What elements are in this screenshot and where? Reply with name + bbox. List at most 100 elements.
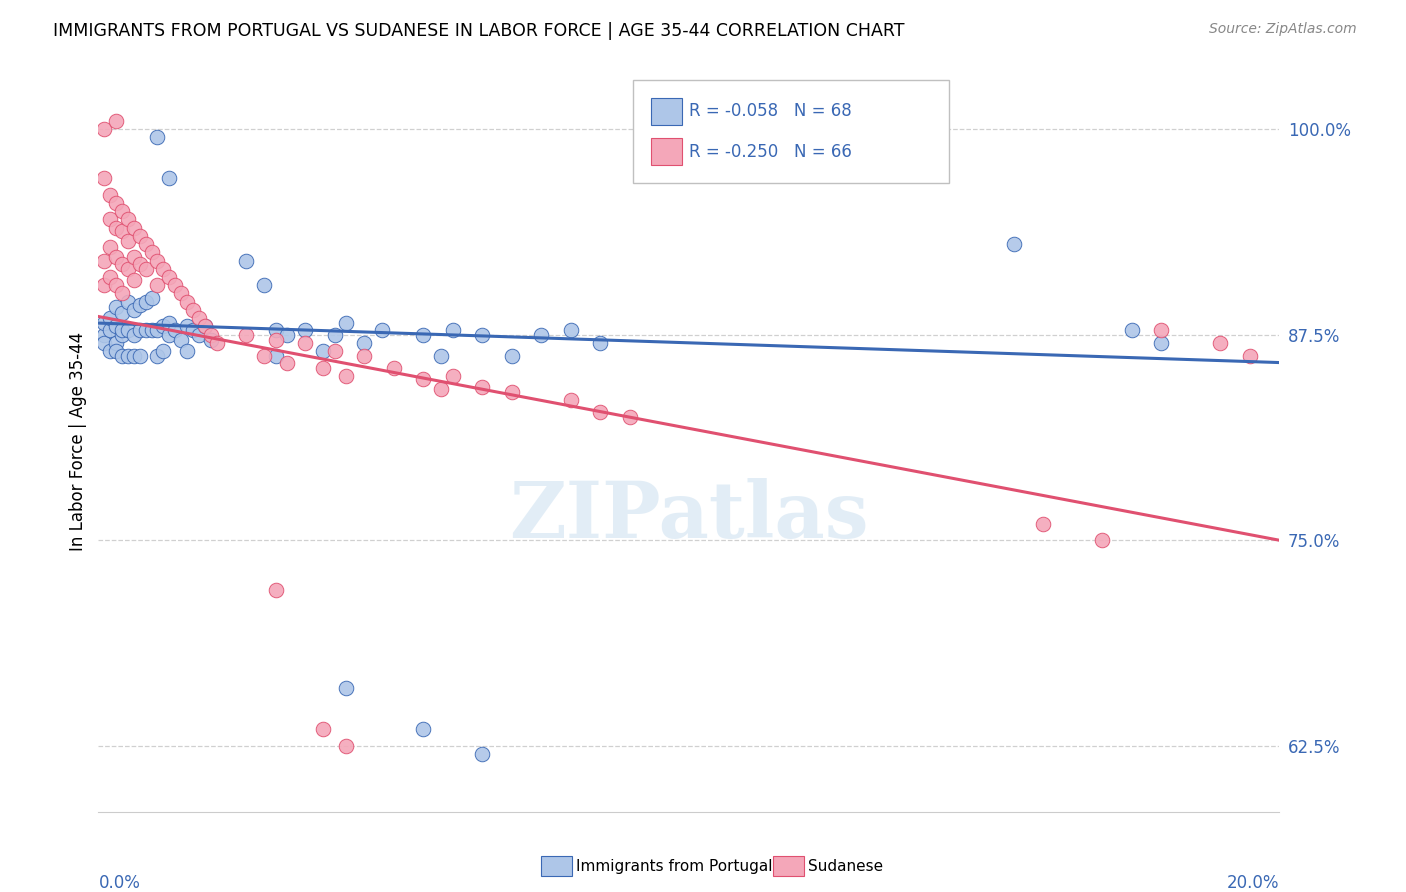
Point xyxy=(93,253,115,268)
Point xyxy=(146,253,169,268)
Point xyxy=(335,368,357,383)
Point xyxy=(312,360,335,375)
Point xyxy=(382,360,405,375)
Text: Immigrants from Portugal: Immigrants from Portugal xyxy=(576,859,773,873)
Point xyxy=(98,323,121,337)
Point xyxy=(152,344,174,359)
Text: R = -0.058   N = 68: R = -0.058 N = 68 xyxy=(689,103,852,120)
Point xyxy=(105,344,128,359)
Point xyxy=(276,327,298,342)
Point xyxy=(146,130,169,145)
Point xyxy=(501,349,523,363)
Point xyxy=(430,349,453,363)
Point xyxy=(589,405,612,419)
Point xyxy=(353,335,375,350)
Text: IMMIGRANTS FROM PORTUGAL VS SUDANESE IN LABOR FORCE | AGE 35-44 CORRELATION CHAR: IMMIGRANTS FROM PORTUGAL VS SUDANESE IN … xyxy=(53,22,905,40)
Point xyxy=(312,344,335,359)
Point xyxy=(165,278,187,293)
Point xyxy=(111,257,134,271)
Point xyxy=(560,323,582,337)
Point xyxy=(135,261,157,276)
Point xyxy=(141,292,163,306)
Point xyxy=(353,349,375,363)
Point xyxy=(105,220,128,235)
Point xyxy=(323,327,346,342)
Point xyxy=(264,323,287,337)
Point xyxy=(441,323,464,337)
Point xyxy=(98,270,121,285)
Point xyxy=(128,228,150,243)
Point xyxy=(105,278,128,293)
Point xyxy=(105,250,128,264)
Point xyxy=(93,122,115,136)
Point xyxy=(501,385,523,400)
Point xyxy=(619,409,641,424)
Point xyxy=(176,294,198,309)
Point xyxy=(141,323,163,337)
Point xyxy=(430,382,453,396)
Point xyxy=(323,344,346,359)
Point xyxy=(264,349,287,363)
Point xyxy=(111,349,134,363)
Point xyxy=(135,237,157,252)
Text: R = -0.250   N = 66: R = -0.250 N = 66 xyxy=(689,143,852,161)
Point xyxy=(117,261,139,276)
Point xyxy=(93,171,115,186)
Point xyxy=(128,323,150,337)
Point xyxy=(1150,323,1173,337)
Point xyxy=(187,311,209,326)
Point xyxy=(276,355,298,369)
Point xyxy=(111,204,134,219)
Point xyxy=(117,234,139,248)
Point xyxy=(1121,323,1143,337)
Point xyxy=(146,323,169,337)
Point xyxy=(135,294,157,309)
Point xyxy=(253,278,276,293)
Point xyxy=(1150,335,1173,350)
Point xyxy=(111,224,134,238)
Point xyxy=(93,335,115,350)
Point xyxy=(253,349,276,363)
Point xyxy=(471,327,494,342)
Text: 20.0%: 20.0% xyxy=(1227,874,1279,892)
Point xyxy=(181,302,204,317)
Point xyxy=(122,327,145,342)
Point xyxy=(122,302,145,317)
Point xyxy=(122,273,145,287)
Point xyxy=(111,286,134,301)
Point xyxy=(98,212,121,227)
Point xyxy=(165,323,187,337)
Point xyxy=(264,582,287,597)
Point xyxy=(530,327,553,342)
Point xyxy=(105,335,128,350)
Point xyxy=(170,333,193,347)
Point xyxy=(335,316,357,330)
Point xyxy=(412,723,434,737)
Point xyxy=(1091,533,1114,548)
Point xyxy=(371,323,394,337)
Text: 0.0%: 0.0% xyxy=(98,874,141,892)
Point xyxy=(335,739,357,753)
Point xyxy=(1239,349,1261,363)
Point xyxy=(117,294,139,309)
Point xyxy=(128,349,150,363)
Point xyxy=(105,300,128,314)
Point xyxy=(200,333,222,347)
Point xyxy=(105,319,128,334)
Point xyxy=(105,196,128,211)
Point xyxy=(589,335,612,350)
Point xyxy=(441,368,464,383)
Point xyxy=(93,278,115,293)
Point xyxy=(187,327,209,342)
Point xyxy=(117,323,139,337)
Point xyxy=(152,261,174,276)
Point xyxy=(98,187,121,202)
Point xyxy=(105,113,128,128)
Point xyxy=(122,250,145,264)
Point xyxy=(128,298,150,312)
Point xyxy=(122,220,145,235)
Point xyxy=(98,344,121,359)
Point xyxy=(294,323,316,337)
Point xyxy=(157,327,180,342)
Point xyxy=(855,122,877,136)
